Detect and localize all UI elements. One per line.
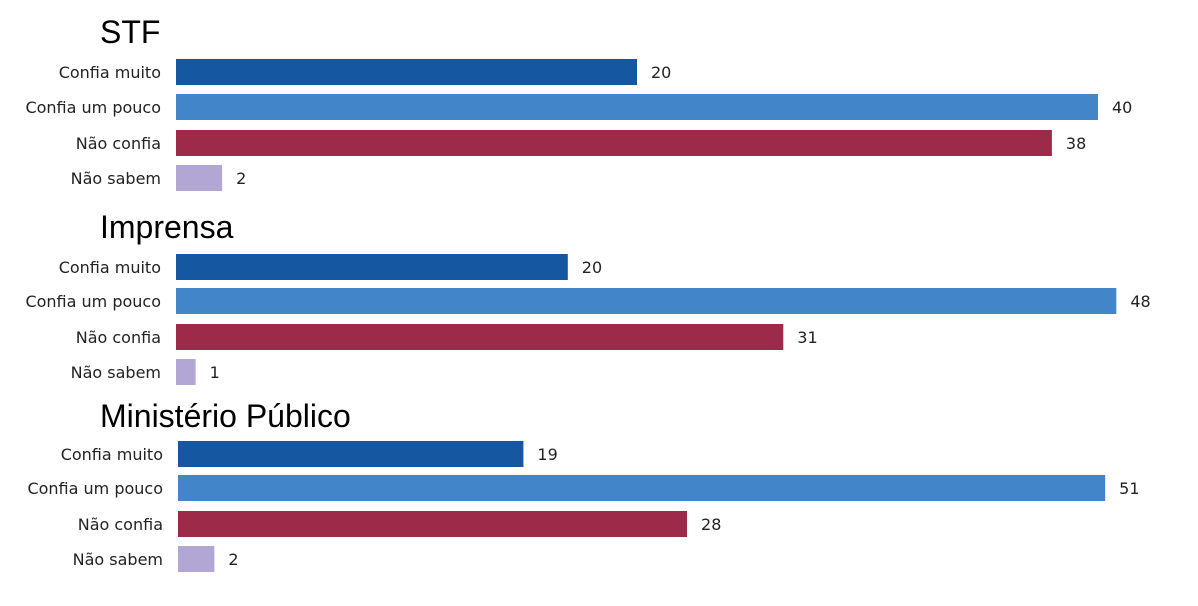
panel-title: Ministério Público xyxy=(100,398,351,434)
bar xyxy=(178,441,524,467)
chart-panel-2: Ministério Público Confia muito 19 Confia u… xyxy=(27,398,1140,572)
bar xyxy=(178,546,215,572)
data-label: 1 xyxy=(210,363,220,382)
panel-title: STF xyxy=(100,14,160,50)
category-label: Confia muito xyxy=(61,445,163,464)
bar xyxy=(178,475,1106,501)
category-label: Confia um pouco xyxy=(25,98,161,117)
panel-title: Imprensa xyxy=(100,209,234,245)
category-label: Confia muito xyxy=(59,258,161,277)
category-label: Não confia xyxy=(78,515,163,534)
data-label: 28 xyxy=(701,515,721,534)
data-label: 20 xyxy=(582,258,602,277)
bar xyxy=(176,359,196,385)
bar xyxy=(176,254,568,280)
category-label: Não confia xyxy=(76,328,161,347)
data-label: 48 xyxy=(1130,292,1150,311)
category-label: Confia um pouco xyxy=(27,479,163,498)
data-label: 2 xyxy=(236,169,246,188)
category-label: Confia muito xyxy=(59,63,161,82)
data-label: 20 xyxy=(651,63,671,82)
data-label: 40 xyxy=(1112,98,1132,117)
category-label: Não sabem xyxy=(71,363,161,382)
bar xyxy=(176,130,1052,156)
data-label: 2 xyxy=(228,550,238,569)
category-label: Não confia xyxy=(76,134,161,153)
chart-panel-0: STF Confia muito 20 Confia um pouco 40 Não co… xyxy=(25,14,1132,191)
bar xyxy=(176,94,1098,120)
bar xyxy=(176,165,223,191)
bar xyxy=(176,288,1117,314)
category-label: Confia um pouco xyxy=(25,292,161,311)
data-label: 31 xyxy=(797,328,817,347)
bar xyxy=(178,511,688,537)
data-label: 19 xyxy=(537,445,557,464)
bar xyxy=(176,59,637,85)
bar xyxy=(176,324,784,350)
category-label: Não sabem xyxy=(71,169,161,188)
data-label: 51 xyxy=(1119,479,1139,498)
chart-panel-1: Imprensa Confia muito 20 Confia um pouco 48 N… xyxy=(25,209,1151,385)
data-label: 38 xyxy=(1066,134,1086,153)
category-label: Não sabem xyxy=(73,550,163,569)
